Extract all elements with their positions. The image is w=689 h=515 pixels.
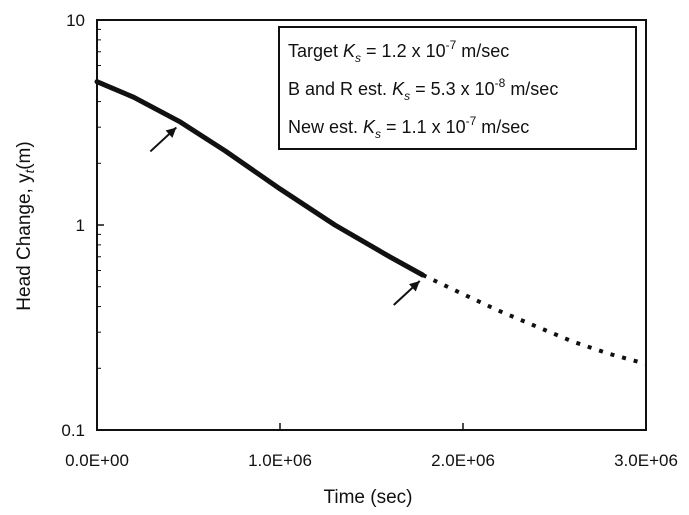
legend-line-1: B and R est. Ks = 5.3 x 10-8 m/sec	[288, 76, 558, 103]
series-line-0	[94, 79, 426, 278]
annotation-arrow-1	[393, 280, 421, 306]
legend-line-2: New est. Ks = 1.1 x 10-7 m/sec	[288, 114, 529, 141]
legend: Target Ks = 1.2 x 10-7 m/sec B and R est…	[278, 26, 637, 150]
annotation-arrow-0	[149, 126, 178, 153]
legend-line-0: Target Ks = 1.2 x 10-7 m/sec	[288, 38, 509, 65]
axis-ticks: 0.0E+00 1.0E+06 2.0E+06 3.0E+06 0.1 1 10	[61, 11, 678, 470]
y-tick-label-0: 0.1	[61, 421, 85, 440]
annotation-arrows	[149, 126, 421, 306]
legend-box	[278, 26, 637, 150]
x-tick-label-1: 1.0E+06	[248, 451, 312, 470]
x-tick-label-0: 0.0E+00	[65, 451, 129, 470]
x-axis-label: Time (sec)	[323, 487, 412, 508]
x-tick-label-3: 3.0E+06	[614, 451, 678, 470]
x-tick-label-2: 2.0E+06	[431, 451, 495, 470]
y-tick-label-2: 10	[66, 11, 85, 30]
y-tick-label-1: 1	[76, 216, 85, 235]
series-line-1	[421, 273, 647, 366]
series-group	[94, 79, 647, 366]
y-axis-label: Head Change, yt(m)	[14, 141, 37, 310]
